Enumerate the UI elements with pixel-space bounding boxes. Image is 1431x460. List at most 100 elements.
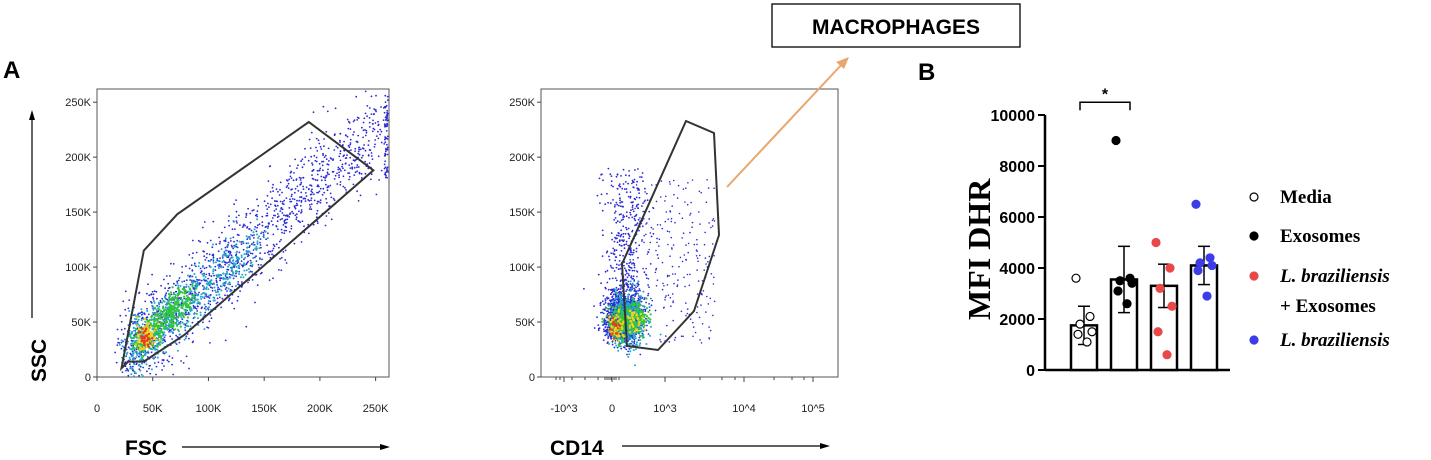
fsc-ssc-event <box>235 257 238 260</box>
fsc-ssc-event <box>324 154 327 157</box>
fsc-ssc-event <box>317 191 320 194</box>
cd14-ssc-event <box>641 172 644 174</box>
fsc-ssc-event <box>138 344 141 347</box>
fsc-ssc-event <box>349 156 352 159</box>
fsc-ssc-event <box>219 257 221 260</box>
cd14-ssc-event <box>649 241 651 244</box>
fsc-ssc-event <box>130 353 133 356</box>
cd14-ssc-event <box>665 335 667 337</box>
fsc-ssc-event <box>238 273 240 275</box>
fsc-ssc-event <box>203 250 206 253</box>
fsc-ssc-event <box>170 315 173 318</box>
fsc-ssc-event <box>207 299 210 302</box>
cd14-ssc-event <box>610 266 613 269</box>
fsc-ssc-event <box>203 272 206 275</box>
fsc-ssc-event <box>322 169 324 172</box>
fsc-ssc-event <box>315 137 318 140</box>
fsc-ssc-event <box>230 274 232 276</box>
fsc-ssc-event <box>148 338 151 341</box>
cd14-ssc-event <box>608 299 611 302</box>
cd14-ssc-event <box>646 253 649 255</box>
fsc-ssc-event <box>208 265 211 267</box>
fsc-ssc-event <box>171 338 174 340</box>
cd14-ssc-event <box>616 346 619 349</box>
fsc-ssc-event <box>245 216 247 219</box>
cd14-ssc-event <box>624 174 627 177</box>
fsc-ssc-event <box>146 370 148 373</box>
fsc-ssc-event <box>193 305 195 308</box>
cd14-ssc-event <box>665 211 668 213</box>
fsc-ssc-event <box>148 365 151 367</box>
cd14-ssc-event <box>666 274 669 277</box>
fsc-ssc-event <box>185 265 187 267</box>
cd14-ssc-event <box>655 249 657 252</box>
cd14-ssc-event <box>633 266 636 269</box>
fsc-ssc-event <box>339 183 342 186</box>
cd14-ssc-event <box>658 238 661 241</box>
cd14-ssc-event <box>713 220 716 222</box>
fsc-ssc-event <box>197 298 199 301</box>
fsc-ssc-event <box>203 303 206 306</box>
fsc-ssc-event <box>144 351 147 354</box>
cd14-ssc-event <box>628 237 630 240</box>
fsc-ssc-event <box>313 193 315 196</box>
cd14-ssc-event <box>632 186 634 188</box>
fsc-ssc-event <box>193 288 196 290</box>
ssc-arrow-head <box>29 110 35 120</box>
fsc-ssc-event <box>300 209 303 211</box>
fsc-ssc-event <box>235 260 237 263</box>
fsc-ssc-event <box>384 171 387 174</box>
cd14-ssc-event <box>649 232 652 234</box>
fsc-ssc-event <box>131 355 134 358</box>
fsc-ssc-event <box>283 199 286 202</box>
cd14-ssc-event <box>713 300 716 303</box>
fsc-ssc-event <box>141 362 144 365</box>
fsc-ssc-event <box>310 155 313 158</box>
fsc-ssc-event <box>208 274 211 277</box>
fsc-ssc-event <box>201 226 204 229</box>
fsc-ssc-event <box>327 212 330 214</box>
fsc-ssc-event <box>249 238 251 240</box>
fsc-x-tick-label: 200K <box>307 403 333 415</box>
fsc-ssc-event <box>208 320 211 323</box>
fsc-ssc-event <box>188 302 191 305</box>
fsc-ssc-event <box>225 286 228 289</box>
cd14-ssc-event <box>629 261 632 264</box>
fsc-ssc-event <box>165 298 167 300</box>
fsc-ssc-event <box>319 201 322 204</box>
fsc-ssc-event <box>146 324 149 327</box>
fsc-ssc-event <box>177 301 180 304</box>
cd14-ssc-frame <box>540 88 839 378</box>
fsc-ssc-event <box>223 282 226 285</box>
fsc-ssc-event <box>211 287 214 289</box>
fsc-ssc-event <box>299 196 301 199</box>
cd14-ssc-event <box>667 218 669 220</box>
fsc-ssc-event <box>346 135 349 138</box>
cd14-ssc-event <box>618 264 620 266</box>
cd14-ssc-event <box>607 288 610 291</box>
fsc-ssc-event <box>307 223 309 226</box>
fsc-ssc-event <box>128 299 131 301</box>
fsc-ssc-event <box>240 281 243 283</box>
fsc-ssc-event <box>353 131 355 133</box>
fsc-ssc-event <box>356 141 359 144</box>
fsc-ssc-event <box>215 243 218 246</box>
fsc-ssc-event <box>163 325 166 328</box>
fsc-ssc-event <box>268 165 271 168</box>
cd14-ssc-event <box>612 252 615 255</box>
fsc-ssc-event <box>267 227 269 229</box>
fsc-ssc-event <box>140 354 143 357</box>
fsc-ssc-event <box>271 197 273 200</box>
cd14-ssc-event <box>612 199 614 201</box>
fsc-ssc-event <box>225 255 228 258</box>
cd14-ssc-event <box>632 210 635 213</box>
fsc-ssc-event <box>180 296 183 299</box>
fsc-ssc-event <box>134 343 137 346</box>
fsc-ssc-event <box>137 318 140 321</box>
cd14-ssc-event <box>608 259 611 261</box>
fsc-ssc-event <box>287 187 290 190</box>
fsc-ssc-event <box>156 338 159 340</box>
fsc-ssc-event <box>117 337 120 340</box>
fsc-ssc-event <box>339 133 342 135</box>
fsc-ssc-event <box>172 312 175 315</box>
